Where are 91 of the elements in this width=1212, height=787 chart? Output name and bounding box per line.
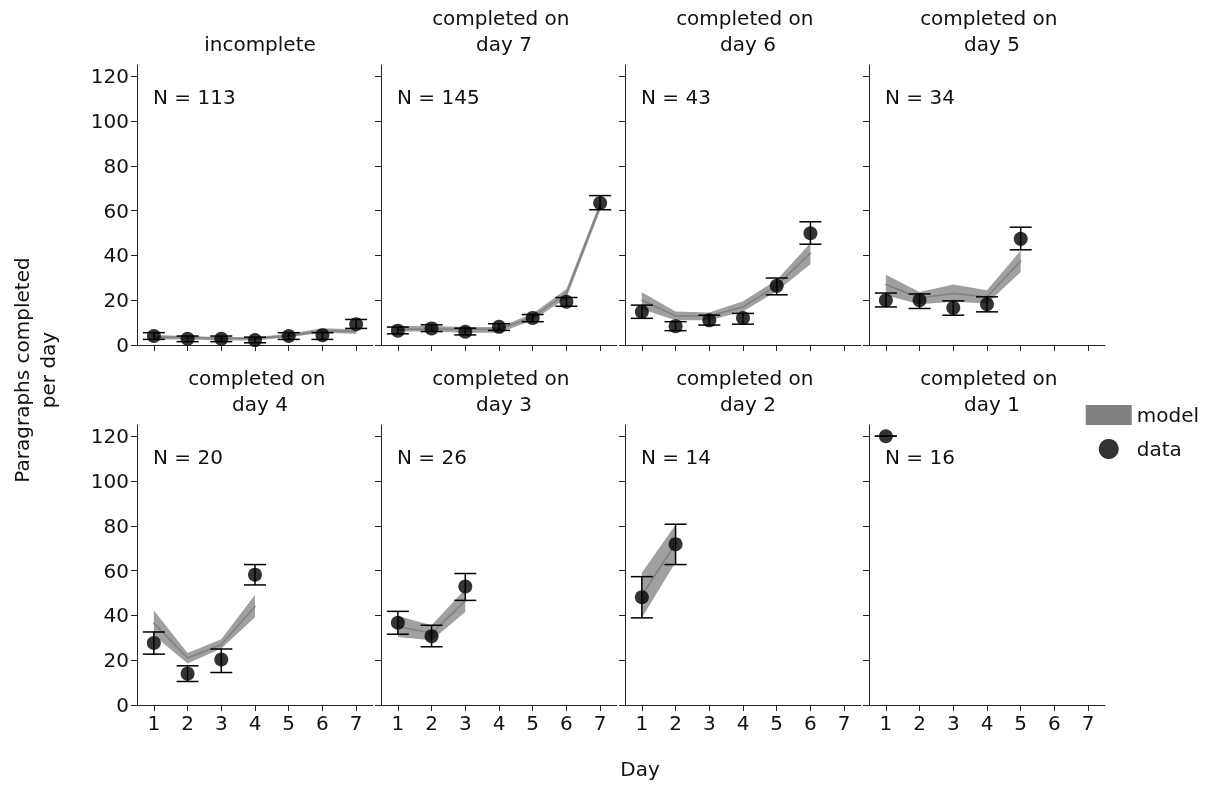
chart-title: completed on day 5 <box>920 6 1064 56</box>
x-tick-label: 3 <box>458 711 472 735</box>
x-tick-label: 2 <box>669 711 682 735</box>
x-tick-label: 4 <box>248 711 262 735</box>
x-tick-label: 6 <box>1048 711 1061 735</box>
y-tick-label: 80 <box>103 153 129 178</box>
point <box>214 652 229 667</box>
x-tick-label: 2 <box>425 711 438 735</box>
chart-title: completed on day 2 <box>676 366 820 416</box>
x-tick-label: 5 <box>282 711 296 735</box>
chart-title: incomplete <box>204 32 316 56</box>
point <box>668 319 683 334</box>
point <box>736 311 750 326</box>
point <box>559 294 574 309</box>
x-tick-label: 7 <box>1081 711 1095 735</box>
y-tick-label: 40 <box>103 603 129 628</box>
chart-title: completed on day 3 <box>432 366 576 416</box>
x-tick-label: 6 <box>560 711 573 735</box>
x-tick-label: 3 <box>214 711 228 735</box>
x-tick-label: 1 <box>635 711 649 735</box>
x-tick-label: 7 <box>349 711 363 735</box>
x-tick-label: 6 <box>804 711 817 735</box>
point <box>1013 231 1028 246</box>
annotation: N = 20 <box>153 445 223 469</box>
legend-label: model <box>1136 403 1200 427</box>
x-tick-label: 2 <box>181 711 194 735</box>
y-tick-label: 120 <box>90 64 129 89</box>
point <box>525 310 540 325</box>
point <box>769 278 784 293</box>
x-tick-label: 5 <box>1014 711 1028 735</box>
point <box>146 329 161 344</box>
point <box>349 317 364 332</box>
x-tick-label: 7 <box>593 711 607 735</box>
annotation: N = 43 <box>641 85 711 109</box>
annotation: N = 16 <box>885 445 955 469</box>
y-axis-title: Paragraphs completed per day <box>9 256 61 485</box>
point <box>980 297 994 312</box>
point <box>390 323 405 338</box>
point <box>492 319 506 334</box>
y-tick-label: 0 <box>116 333 129 357</box>
y-tick-label: 20 <box>103 288 129 313</box>
point <box>180 666 195 681</box>
x-tick-label: 6 <box>316 711 329 735</box>
point <box>180 331 195 346</box>
point <box>424 321 439 336</box>
y-tick-label: 100 <box>90 109 129 133</box>
point <box>146 635 161 650</box>
point <box>634 304 649 319</box>
point <box>912 293 927 308</box>
chart-title: completed on day 1 <box>920 366 1064 416</box>
annotation: N = 34 <box>885 85 955 109</box>
chart-title: completed on day 6 <box>676 6 820 56</box>
chart-title: completed on day 4 <box>188 366 332 416</box>
y-tick-label: 40 <box>103 243 129 268</box>
y-tick-label: 20 <box>103 648 129 673</box>
x-tick-label: 2 <box>913 711 926 735</box>
point <box>315 328 330 343</box>
annotation: N = 14 <box>641 445 711 469</box>
annotation: N = 145 <box>397 85 480 109</box>
annotation: N = 113 <box>153 85 236 109</box>
x-tick-label: 1 <box>879 711 893 735</box>
y-tick-label: 60 <box>103 558 129 583</box>
point <box>593 195 608 210</box>
point <box>248 333 262 348</box>
y-tick-label: 0 <box>116 693 129 717</box>
point <box>281 329 296 344</box>
x-tick-label: 1 <box>391 711 405 735</box>
x-tick-label: 3 <box>702 711 716 735</box>
y-tick-label: 80 <box>103 513 129 538</box>
x-tick-label: 3 <box>946 711 960 735</box>
x-tick-label: 4 <box>980 711 994 735</box>
point <box>248 567 262 582</box>
x-tick-label: 5 <box>526 711 540 735</box>
x-tick-label: 4 <box>492 711 506 735</box>
point <box>214 331 229 346</box>
chart-title: completed on day 7 <box>432 6 576 56</box>
point <box>946 300 961 315</box>
point <box>878 293 893 308</box>
point <box>803 226 818 241</box>
x-tick-label: 1 <box>147 711 161 735</box>
annotation: N = 26 <box>397 445 467 469</box>
point <box>458 324 473 339</box>
x-tick-label: 5 <box>770 711 784 735</box>
y-tick-label: 120 <box>90 424 129 449</box>
y-tick-label: 100 <box>90 469 129 493</box>
y-tick-label: 60 <box>103 198 129 223</box>
point <box>702 313 717 328</box>
legend-label: data <box>1136 437 1182 461</box>
x-tick-label: 4 <box>736 711 750 735</box>
x-tick-label: 7 <box>837 711 851 735</box>
x-axis-title: Day <box>619 757 661 781</box>
